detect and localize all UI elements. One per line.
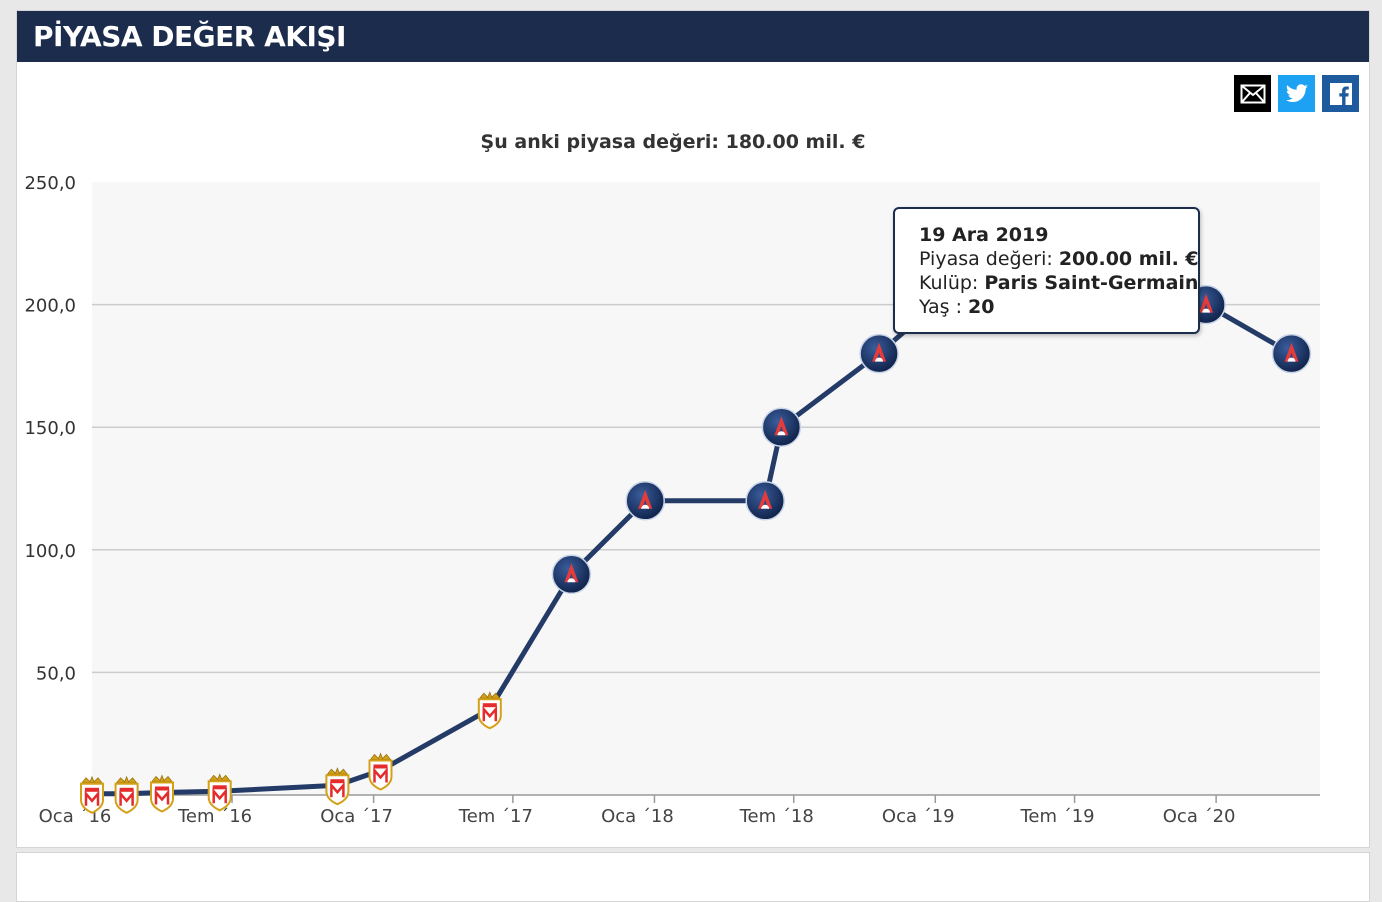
y-tick-label: 250,0 [24,173,76,194]
psg-tower [758,489,773,509]
monaco-band [330,779,345,784]
mail-icon [1240,84,1265,103]
monaco-crown-icon [478,691,501,699]
monaco-letter [373,767,388,783]
data-point [859,333,899,374]
monaco-crown-icon [115,775,138,784]
psg-arch [777,431,786,436]
data-point [368,752,393,791]
monaco-band [373,764,388,769]
share-twitter-button[interactable] [1278,75,1315,112]
monaco-band [482,703,497,708]
y-tick-label: 50,0 [36,663,76,684]
data-point [551,554,592,595]
tooltip-club-label: Kulüp: [919,272,985,294]
tooltip-date: 19 Ara 2019 [919,224,1049,246]
monaco-letter [212,787,227,804]
psg-arch [875,357,884,362]
x-tick-label: Tem ´19 [1019,806,1094,827]
psg-crest-icon [1271,333,1312,374]
psg-crest-icon [551,554,592,595]
y-tick-label: 150,0 [24,418,76,439]
psg-tower [774,416,789,436]
facebook-icon [1329,82,1352,105]
card-title: PİYASA DEĞER AKIŞI [17,11,1369,62]
monaco-letter [482,705,498,722]
share-facebook-button[interactable] [1322,75,1359,112]
monaco-crown-icon [326,767,349,775]
monaco-band [85,787,99,792]
psg-arch [1202,308,1211,313]
y-tick-label: 100,0 [24,541,76,562]
share-email-button[interactable] [1234,75,1271,112]
data-point [207,773,232,812]
monaco-crown-icon [81,775,103,784]
x-tick-label: Oca ´18 [601,806,674,827]
tooltip-value-label: Piyasa değeri: [919,248,1059,270]
data-point [150,774,174,813]
data-point [477,691,502,730]
psg-crest-icon [745,481,785,521]
monaco-letter [330,781,345,798]
monaco-crown-icon [151,774,173,782]
monaco-letter [84,790,100,806]
x-tick-label: Tem ´17 [458,806,533,827]
data-point [761,407,802,447]
data-point [745,481,785,521]
tooltip-age: 20 [968,296,995,318]
x-tick-label: Oca ´20 [1163,806,1236,827]
x-tick-label: Tem ´18 [739,806,814,827]
monaco-band [119,787,134,792]
chart-title: Şu anki piyasa değeri: 180.00 mil. € [480,131,866,153]
psg-crest-icon [761,407,802,447]
psg-arch [1287,357,1296,362]
tooltip-age-row: Yaş : 20 [919,295,1198,319]
tooltip-value-row: Piyasa değeri: 200.00 mil. € [919,247,1199,271]
psg-crest-icon [625,481,665,521]
monaco-band [155,786,169,791]
data-point [80,775,104,814]
x-tick-label: Oca ´19 [882,806,955,827]
monaco-crown-icon [369,752,392,760]
psg-arch [761,504,770,509]
x-axis-ticks: Oca ´16 Tem ´16 Oca ´17 Tem ´17 Oca ´18 Tem ´… [39,795,1236,827]
tooltip-club-row: Kulüp: Paris Saint-Germain [919,271,1198,295]
monaco-letter [154,789,170,805]
psg-tower [872,342,887,362]
data-tooltip: 19 Ara 2019 Piyasa değeri: 200.00 mil. €… [893,207,1200,334]
psg-crest-icon [859,333,899,374]
twitter-icon [1285,83,1308,102]
x-tick-label: Oca ´17 [320,806,393,827]
psg-tower [564,563,579,583]
tooltip-club: Paris Saint-Germain [984,272,1199,294]
data-point [325,767,350,806]
psg-tower [1199,293,1214,313]
y-axis-ticks: 250,0 200,0 150,0 100,0 50,0 [24,173,76,684]
x-tick-label: Oca ´16 [39,806,112,827]
x-tick-label: Tem ´16 [177,806,252,827]
y-tick-label: 200,0 [24,296,76,317]
tooltip-value: 200.00 mil. € [1058,248,1199,270]
monaco-crown-icon [208,773,231,781]
data-point [114,775,139,814]
psg-tower [638,489,653,509]
psg-tower [1284,342,1299,362]
psg-arch [567,578,576,583]
data-point [1271,333,1312,374]
monaco-letter [119,790,134,806]
tooltip-age-label: Yaş : [919,296,969,318]
psg-arch [641,504,650,509]
monaco-band [212,785,227,790]
data-point [625,481,665,521]
